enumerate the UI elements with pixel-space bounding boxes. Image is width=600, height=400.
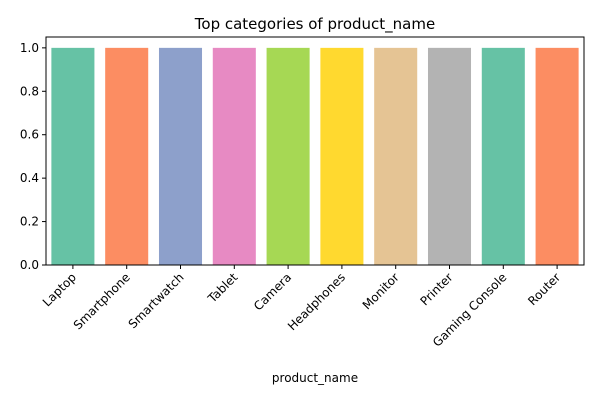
bar-headphones: [320, 47, 364, 265]
bar-printer: [427, 47, 472, 265]
x-tick-label: Printer: [417, 270, 455, 308]
bar-laptop: [51, 47, 95, 265]
y-axis: 0.0 0.2 0.4 0.6 0.8 1.0: [20, 41, 46, 272]
chart-title: Top categories of product_name: [194, 15, 435, 34]
bar-smartwatch: [158, 47, 203, 265]
bar-gaming-console: [481, 47, 525, 265]
x-tick-label: Headphones: [285, 270, 348, 333]
x-tick-label: Tablet: [205, 270, 241, 306]
y-tick-label: 0.2: [20, 215, 39, 229]
bar-monitor: [374, 47, 418, 265]
plot-frame: [45, 36, 585, 266]
bars-group: [51, 47, 579, 265]
y-tick-label: 0.8: [20, 84, 39, 98]
bar-smartphone: [105, 47, 149, 265]
x-tick-label: Smartphone: [71, 270, 133, 332]
bar-tablet: [212, 47, 256, 265]
bar-router: [535, 47, 579, 265]
x-axis-label: product_name: [272, 371, 358, 385]
bar-camera: [266, 47, 310, 265]
x-tick-label: Smartwatch: [126, 270, 187, 331]
y-tick-label: 0.0: [20, 258, 39, 272]
x-tick-label: Laptop: [40, 270, 79, 309]
x-tick-label: Monitor: [360, 270, 402, 312]
x-tick-label: Router: [525, 270, 563, 308]
y-tick-label: 0.4: [20, 171, 39, 185]
y-tick-label: 1.0: [20, 41, 39, 55]
y-tick-label: 0.6: [20, 128, 39, 142]
x-tick-label: Camera: [251, 270, 294, 313]
